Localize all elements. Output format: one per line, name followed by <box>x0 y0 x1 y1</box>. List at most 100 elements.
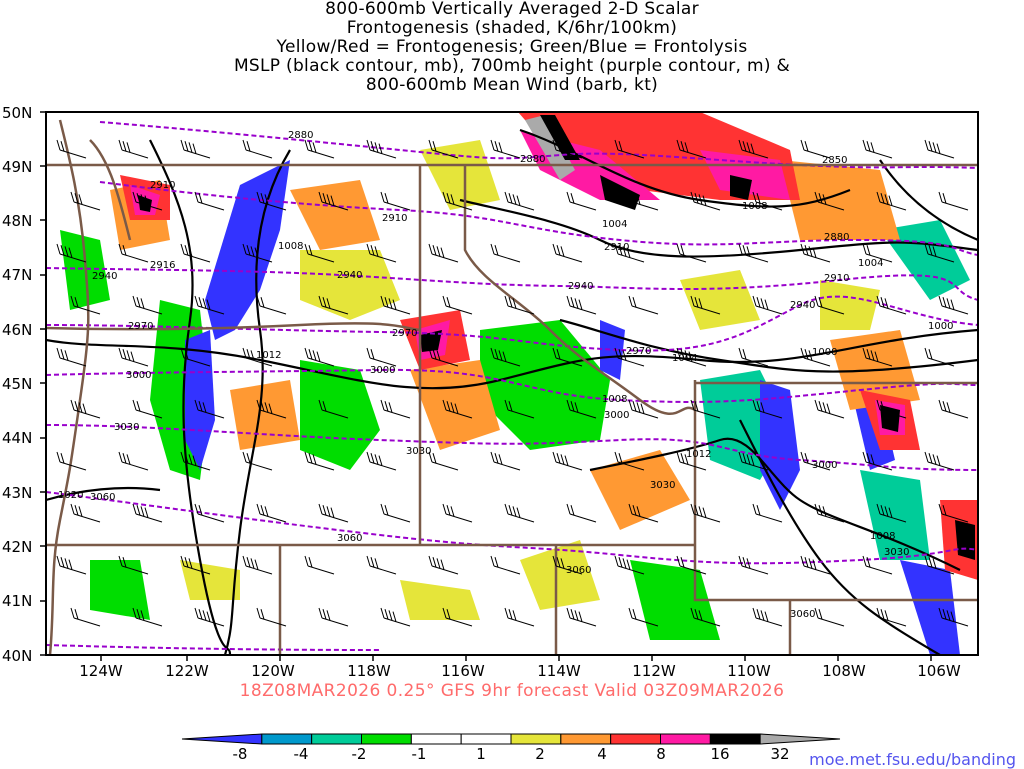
wind-barb <box>752 295 783 315</box>
wind-barb <box>738 555 769 575</box>
wind-barb <box>194 607 225 627</box>
wind-barb <box>690 607 721 627</box>
wind-barb <box>442 607 473 627</box>
wind-barb <box>504 295 535 315</box>
height-label: 3030 <box>406 446 431 457</box>
colorbar-labels: -8 -4 -2 -1 1 2 4 8 16 32 <box>233 745 790 763</box>
lon-label: 118W <box>347 662 391 680</box>
wind-barb <box>552 347 583 367</box>
mslp-label: 1008 <box>870 531 895 542</box>
height-label: 2970 <box>128 321 153 332</box>
colorbar-label: -8 <box>233 745 248 763</box>
wind-barb <box>938 607 969 627</box>
colorbar-label: 32 <box>770 745 789 763</box>
height-label: 2880 <box>824 232 849 243</box>
lat-label: 44N <box>2 429 32 447</box>
lat-label: 50N <box>2 104 32 122</box>
colorbar-label: -1 <box>412 745 427 763</box>
wind-barb <box>194 295 225 315</box>
wind-barb <box>490 555 521 575</box>
title-line-2: Frontogenesis (shaded, K/6hr/100km) <box>346 18 678 38</box>
wind-barb <box>862 243 893 263</box>
mslp-label: 1008 <box>742 201 767 212</box>
height-label: 3060 <box>790 609 815 620</box>
colorbar-label: -2 <box>352 745 367 763</box>
wind-barb <box>862 139 893 159</box>
wind-barb <box>628 607 659 627</box>
wind-barb <box>366 139 397 159</box>
wind-barb <box>318 607 349 627</box>
height-label: 2970 <box>392 328 417 339</box>
mslp-label: 1012 <box>256 350 281 361</box>
wind-barb <box>490 347 521 367</box>
wind-barb <box>738 243 769 263</box>
wind-barb <box>242 347 273 367</box>
wind-barb <box>566 503 597 523</box>
frontogenesis-shading <box>60 112 978 655</box>
wind-barb <box>118 139 149 159</box>
colorbar-cell <box>759 733 841 745</box>
wind-barb <box>800 347 831 367</box>
mslp-label: 1000 <box>928 321 953 332</box>
wind-barb <box>304 139 335 159</box>
wind-barb <box>814 399 845 419</box>
lon-label: 114W <box>537 662 581 680</box>
height-label: 2910 <box>824 273 849 284</box>
wind-barb <box>490 139 521 159</box>
wind-barb <box>752 607 783 627</box>
lon-label: 112W <box>632 662 676 680</box>
latitude-labels: 50N 49N 48N 47N 46N 45N 44N 43N 42N 41N … <box>2 104 32 665</box>
wind-barb <box>924 243 955 263</box>
height-label: 3030 <box>650 480 675 491</box>
wind-barb <box>504 191 535 211</box>
wind-barb <box>118 451 149 471</box>
colorbar-cell <box>361 733 412 745</box>
title-line-1: 800-600mb Vertically Averaged 2-D Scalar <box>325 0 699 19</box>
wind-barb <box>924 139 955 159</box>
wind-barb <box>256 295 287 315</box>
wind-barb <box>552 139 583 159</box>
longitude-labels: 124W 122W 120W 118W 116W 114W 112W 110W … <box>79 662 961 680</box>
height-label: 2910 <box>382 213 407 224</box>
wind-barb <box>938 191 969 211</box>
title-line-5: 800-600mb Mean Wind (barb, kt) <box>365 75 659 95</box>
wind-barb <box>442 503 473 523</box>
wind-barb <box>256 607 287 627</box>
wind-barb <box>194 191 225 211</box>
height-label: 2910 <box>604 242 629 253</box>
wind-barb <box>366 347 397 367</box>
mslp-label: 1000 <box>812 347 837 358</box>
wind-barb <box>366 243 397 263</box>
source-credit-link[interactable]: moe.met.fsu.edu/banding <box>809 750 1016 769</box>
wind-barb <box>366 451 397 471</box>
wind-barb <box>442 295 473 315</box>
wind-barb <box>614 347 645 367</box>
lat-label: 47N <box>2 266 32 284</box>
height-label: 3060 <box>566 565 591 576</box>
wind-barb <box>132 607 163 627</box>
wind-barb <box>628 191 659 211</box>
colorbar-cell <box>510 733 562 745</box>
wind-barb <box>318 191 349 211</box>
wind-barb <box>504 399 535 419</box>
wind-barb <box>132 503 163 523</box>
longitude-ticks <box>100 655 932 661</box>
wind-barb <box>628 295 659 315</box>
wind-barb <box>552 451 583 471</box>
wind-barb <box>676 347 707 367</box>
wind-barb <box>442 399 473 419</box>
wind-barb <box>180 451 211 471</box>
wind-barbs <box>56 139 969 627</box>
lat-label: 48N <box>2 212 32 230</box>
height-label: 2940 <box>568 281 593 292</box>
wind-barb <box>738 347 769 367</box>
wind-barb <box>70 607 101 627</box>
wind-barb <box>428 451 459 471</box>
colorbar: -8 -4 -2 -1 1 2 4 8 16 32 <box>181 733 841 763</box>
wind-barb <box>614 451 645 471</box>
lat-label: 43N <box>2 484 32 502</box>
mslp-label: 1004 <box>858 258 883 269</box>
wind-barb <box>876 295 907 315</box>
700mb-height-contours <box>46 121 978 651</box>
mslp-label: 1020 <box>58 490 83 501</box>
